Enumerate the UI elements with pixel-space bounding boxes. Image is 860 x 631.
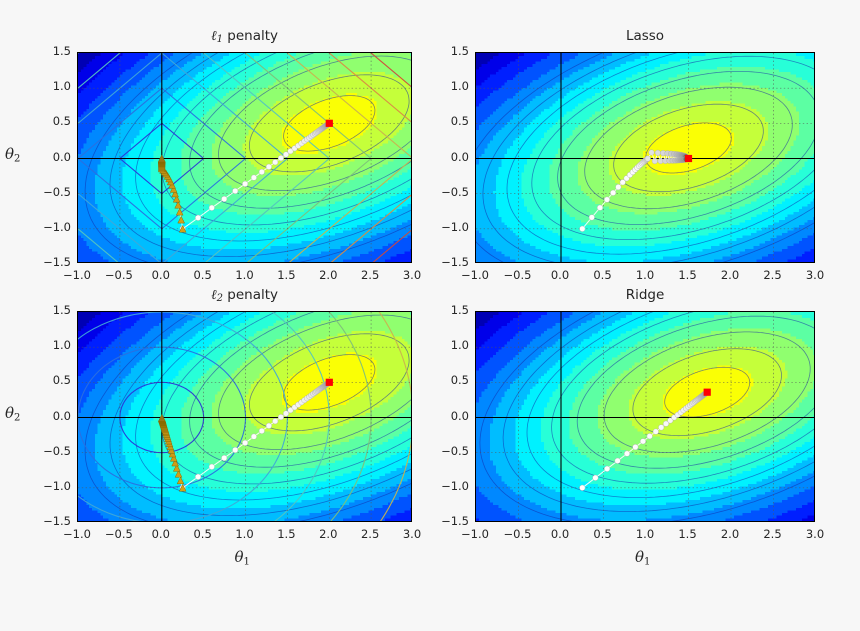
xtick-label: 3.0 <box>791 268 839 282</box>
xtick-label: 3.0 <box>791 527 839 541</box>
ytick-label: 1.0 <box>33 79 71 93</box>
xtick-label: −0.5 <box>95 268 143 282</box>
theta-glyph: θ <box>235 548 244 566</box>
xtick-label: −1.0 <box>53 527 101 541</box>
ytick-label: 1.5 <box>33 303 71 317</box>
theta-subscript: 1 <box>244 557 250 568</box>
title-symbol: ℓ <box>211 287 217 303</box>
subplot-title-ridge: Ridge <box>475 287 815 303</box>
xtick-label: 2.0 <box>706 527 754 541</box>
title-symbol: ℓ <box>211 28 217 44</box>
ytick-label: 1.0 <box>33 338 71 352</box>
ytick-label: −1.0 <box>431 220 469 234</box>
xtick-label: 2.5 <box>346 527 394 541</box>
ytick-label: 0.5 <box>431 373 469 387</box>
xtick-label: −0.5 <box>494 268 542 282</box>
xtick-label: −0.5 <box>494 527 542 541</box>
ytick-label: 1.5 <box>33 44 71 58</box>
ytick-label: 0.0 <box>33 409 71 423</box>
xtick-label: −1.0 <box>451 527 499 541</box>
title-symbol-subscript: 2 <box>217 293 223 304</box>
xtick-label: 2.0 <box>706 268 754 282</box>
xtick-label: 2.0 <box>304 268 352 282</box>
theta-glyph: θ <box>5 404 14 422</box>
ytick-label: 1.5 <box>431 303 469 317</box>
xtick-label: −0.5 <box>95 527 143 541</box>
xtick-label: 2.5 <box>346 268 394 282</box>
ytick-label: −1.0 <box>33 479 71 493</box>
ytick-label: −0.5 <box>431 444 469 458</box>
x-axis-label: θ1 <box>635 548 650 568</box>
ytick-label: −0.5 <box>33 444 71 458</box>
xtick-label: 2.0 <box>304 527 352 541</box>
x-axis-label: θ1 <box>235 548 250 568</box>
theta-subscript: 1 <box>644 557 650 568</box>
title-text: Lasso <box>626 28 664 44</box>
ytick-label: 0.0 <box>431 409 469 423</box>
ytick-label: −1.5 <box>431 514 469 528</box>
xtick-label: 1.0 <box>221 527 269 541</box>
title-symbol-subscript: 1 <box>217 34 223 45</box>
ytick-label: 1.0 <box>431 338 469 352</box>
subplot-title-l2-penalty: ℓ2 penalty <box>77 287 412 304</box>
ytick-label: 0.0 <box>33 150 71 164</box>
xtick-label: 0.0 <box>536 527 584 541</box>
ytick-label: 0.5 <box>431 114 469 128</box>
xtick-label: 0.0 <box>536 268 584 282</box>
plot-area-lasso <box>475 52 815 263</box>
xtick-label: −1.0 <box>451 268 499 282</box>
ytick-label: 0.5 <box>33 373 71 387</box>
ytick-label: 0.0 <box>431 150 469 164</box>
title-text: penalty <box>227 28 278 44</box>
xtick-label: 1.5 <box>664 527 712 541</box>
y-axis-label: θ2 <box>5 404 20 424</box>
xtick-label: 0.5 <box>579 527 627 541</box>
title-text: penalty <box>227 287 278 303</box>
theta-subscript: 2 <box>14 153 20 164</box>
ytick-label: 0.5 <box>33 114 71 128</box>
xtick-label: 3.0 <box>388 268 436 282</box>
xtick-label: 0.5 <box>179 527 227 541</box>
theta-glyph: θ <box>635 548 644 566</box>
ytick-label: −1.5 <box>33 514 71 528</box>
xtick-label: 1.0 <box>221 268 269 282</box>
xtick-label: 1.0 <box>621 268 669 282</box>
xtick-label: 1.5 <box>262 527 310 541</box>
ytick-label: 1.0 <box>431 79 469 93</box>
plot-area-l1-penalty <box>77 52 412 263</box>
ytick-label: −1.5 <box>33 255 71 269</box>
xtick-label: 3.0 <box>388 527 436 541</box>
ytick-label: −1.0 <box>431 479 469 493</box>
plot-area-l2-penalty <box>77 311 412 522</box>
ytick-label: −0.5 <box>33 185 71 199</box>
subplot-title-l1-penalty: ℓ1 penalty <box>77 28 412 45</box>
xtick-label: 0.5 <box>179 268 227 282</box>
xtick-label: 2.5 <box>749 527 797 541</box>
xtick-label: 0.5 <box>579 268 627 282</box>
ytick-label: −0.5 <box>431 185 469 199</box>
theta-subscript: 2 <box>14 412 20 423</box>
xtick-label: −1.0 <box>53 268 101 282</box>
ytick-label: −1.0 <box>33 220 71 234</box>
subplot-title-lasso: Lasso <box>475 28 815 44</box>
ytick-label: 1.5 <box>431 44 469 58</box>
title-text: Ridge <box>626 287 665 303</box>
xtick-label: 1.5 <box>262 268 310 282</box>
ytick-label: −1.5 <box>431 255 469 269</box>
plot-area-ridge <box>475 311 815 522</box>
theta-glyph: θ <box>5 145 14 163</box>
y-axis-label: θ2 <box>5 145 20 165</box>
xtick-label: 0.0 <box>137 268 185 282</box>
xtick-label: 2.5 <box>749 268 797 282</box>
xtick-label: 0.0 <box>137 527 185 541</box>
xtick-label: 1.5 <box>664 268 712 282</box>
xtick-label: 1.0 <box>621 527 669 541</box>
